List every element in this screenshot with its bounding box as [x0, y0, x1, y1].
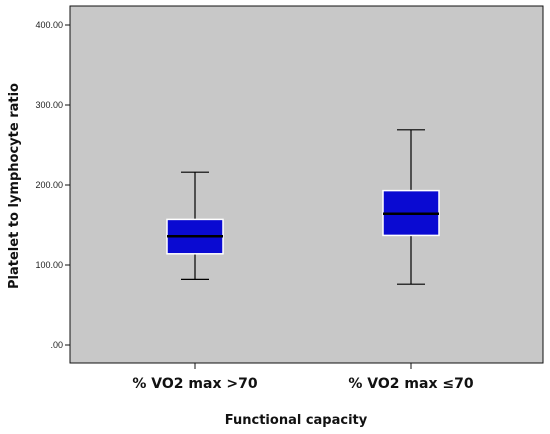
box-group [382, 129, 440, 285]
y-axis-title: Platelet to lymphocyte ratio [7, 83, 22, 289]
x-tick-label: % VO2 max ≤70 [348, 376, 473, 392]
y-tick-label: .00 [50, 340, 63, 350]
x-axis-ticks: % VO2 max >70 % VO2 max ≤70 [132, 363, 474, 392]
y-tick-label: 100.00 [35, 260, 63, 270]
plot-area [69, 5, 544, 364]
y-tick-label: 400.00 [35, 20, 63, 30]
box-group [166, 171, 224, 280]
y-tick-label: 300.00 [35, 100, 63, 110]
y-tick-label: 200.00 [35, 180, 63, 190]
x-axis-title: Functional capacity [225, 413, 368, 428]
box-series [166, 129, 440, 285]
y-axis-ticks: .00 100.00 200.00 300.00 400.00 [35, 20, 70, 350]
x-tick-label: % VO2 max >70 [132, 376, 257, 392]
